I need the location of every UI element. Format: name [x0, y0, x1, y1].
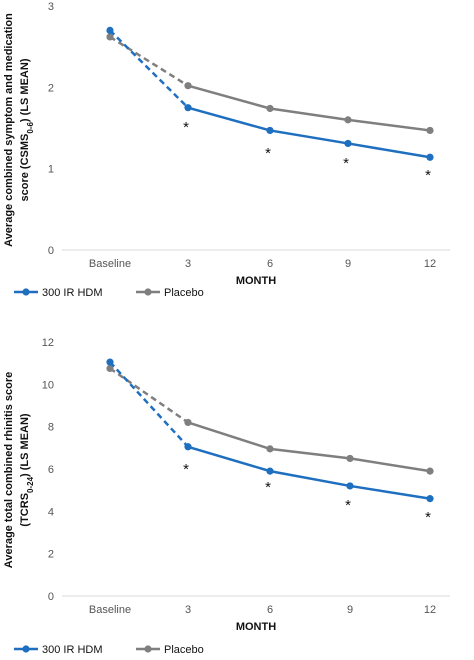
series-line-dashed — [109, 29, 189, 109]
legend-label: Placebo — [164, 287, 204, 299]
data-point — [426, 126, 434, 135]
legend-label: 300 IR HDM — [42, 287, 103, 299]
data-point — [266, 467, 274, 475]
series-line — [187, 445, 431, 500]
legend-swatch-point — [22, 645, 30, 653]
series-line-dashed — [109, 367, 189, 424]
significance-star: * — [425, 509, 431, 526]
y-tick-label: 2 — [48, 549, 54, 561]
legend-label: Placebo — [164, 644, 204, 656]
data-point — [266, 104, 274, 113]
y-axis-title-prefix: score (CSMS — [19, 134, 31, 202]
x-tick-label: 6 — [267, 604, 273, 616]
data-point — [344, 116, 352, 124]
x-axis-title: MONTH — [236, 621, 276, 633]
y-axis-title-prefix: (TCRS — [19, 493, 31, 527]
legend-swatch-point — [22, 288, 30, 296]
data-point — [266, 126, 274, 135]
x-tick-label: 3 — [185, 258, 191, 270]
y-axis-title-subscript: 0-6 — [26, 122, 35, 134]
data-point — [344, 139, 352, 148]
y-tick-label: 8 — [48, 422, 54, 434]
y-tick-label: 0 — [48, 245, 54, 257]
y-axis-title-suffix: ) (LS MEAN) — [19, 58, 31, 122]
y-tick-label: 12 — [42, 337, 54, 349]
y-tick-label: 3 — [48, 1, 54, 13]
data-point — [106, 358, 114, 366]
x-tick-label: 12 — [424, 604, 436, 616]
series-line — [187, 84, 431, 132]
significance-star: * — [425, 167, 431, 184]
y-tick-label: 2 — [48, 82, 54, 94]
x-tick-label: 3 — [185, 604, 191, 616]
significance-star: * — [183, 461, 189, 478]
significance-star: * — [345, 497, 351, 514]
data-point — [184, 443, 192, 451]
data-point — [346, 454, 354, 463]
y-tick-label: 10 — [42, 379, 54, 391]
y-tick-label: 6 — [48, 464, 54, 476]
y-axis-title-line2: (TCRS0-24) (LS MEAN) — [19, 413, 35, 527]
data-point — [426, 495, 434, 503]
data-point — [266, 445, 274, 453]
x-tick-label: 6 — [267, 258, 273, 270]
data-point — [426, 153, 434, 161]
y-axis-title-subscript: 0-24 — [26, 476, 35, 493]
data-point — [106, 33, 114, 41]
data-point — [184, 418, 192, 427]
legend-label: 300 IR HDM — [42, 644, 103, 656]
y-axis-title-line1: Average total combined rhinitis score — [3, 372, 15, 568]
data-point — [106, 364, 114, 373]
significance-star: * — [265, 479, 271, 496]
x-tick-label: 9 — [345, 258, 351, 270]
x-tick-label: 9 — [347, 604, 353, 616]
data-point — [184, 82, 192, 90]
y-tick-label: 4 — [48, 506, 54, 518]
y-axis-title-line2: score (CSMS0-6) (LS MEAN) — [19, 58, 35, 201]
series-line — [187, 106, 431, 159]
data-point — [106, 26, 114, 34]
series-line-dashed — [109, 361, 189, 448]
series-line-dashed — [109, 35, 189, 87]
y-axis-title-suffix: ) (LS MEAN) — [19, 413, 31, 477]
x-tick-label: 12 — [424, 258, 436, 270]
y-axis-title-line1: Average combined symptom and medication — [3, 13, 15, 247]
data-point — [346, 482, 354, 490]
legend: 300 IR HDM Placebo — [14, 644, 204, 656]
legend-swatch-point — [144, 645, 152, 653]
chart-2: 0 2 4 6 8 10 12 Baseline 3 6 9 12 MONTH Average total… — [3, 337, 450, 656]
data-point — [184, 104, 192, 112]
y-tick-label: 0 — [48, 591, 54, 603]
data-point — [426, 467, 434, 475]
significance-star: * — [183, 119, 189, 136]
legend: 300 IR HDM Placebo — [14, 287, 204, 299]
y-tick-label: 1 — [48, 164, 54, 176]
significance-star: * — [265, 145, 271, 162]
legend-swatch-point — [144, 288, 152, 296]
series-line — [187, 421, 431, 473]
x-tick-label: Baseline — [89, 258, 131, 270]
x-tick-label: Baseline — [89, 604, 131, 616]
significance-star: * — [343, 155, 349, 172]
x-axis-title: MONTH — [236, 275, 276, 287]
